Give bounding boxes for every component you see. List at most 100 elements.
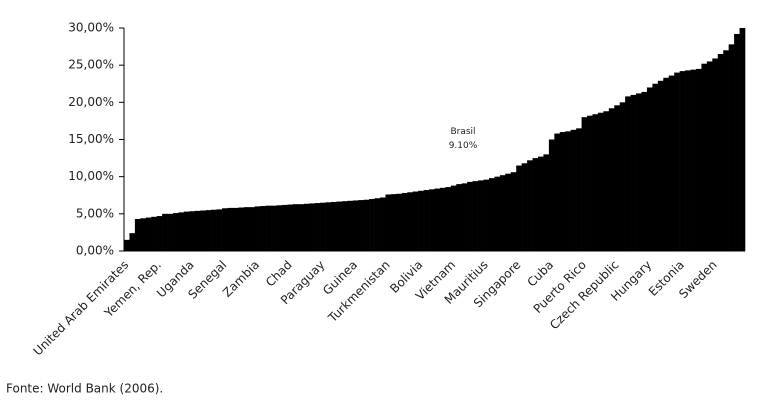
- bar: [614, 105, 621, 251]
- bar: [238, 207, 245, 251]
- bar: [592, 114, 599, 251]
- bar: [287, 204, 294, 251]
- bar: [461, 183, 468, 251]
- bar: [478, 180, 484, 251]
- bar: [211, 209, 217, 251]
- bar: [608, 108, 615, 251]
- bar: [129, 233, 136, 251]
- y-tick-label: 25,00%: [68, 58, 114, 72]
- bar: [439, 187, 446, 251]
- bar: [619, 102, 626, 251]
- bar: [281, 204, 288, 251]
- bar: [194, 210, 201, 251]
- bar: [331, 201, 337, 251]
- bar: [216, 209, 223, 251]
- bar: [167, 213, 174, 251]
- bar: [292, 204, 299, 251]
- bar: [603, 111, 610, 252]
- bar: [723, 50, 729, 251]
- bar: [456, 184, 463, 251]
- bar: [646, 87, 653, 251]
- x-tick-label: Zambia: [220, 258, 262, 300]
- bar: [581, 117, 588, 251]
- bar: [739, 28, 746, 251]
- bar: [690, 69, 697, 251]
- bar: [151, 216, 157, 251]
- y-tick-label: 10,00%: [68, 169, 114, 183]
- bar: [701, 63, 708, 252]
- bar: [663, 77, 670, 251]
- y-tick-label: 20,00%: [68, 95, 114, 109]
- bar: [728, 44, 735, 251]
- bar: [494, 176, 501, 251]
- bar: [597, 112, 604, 252]
- bar: [565, 131, 571, 251]
- bar: [570, 129, 577, 251]
- bar: [320, 202, 326, 251]
- bar: [134, 219, 141, 251]
- bar: [325, 202, 332, 251]
- bar: [532, 158, 539, 251]
- bar: [396, 193, 403, 251]
- bar: [385, 194, 392, 251]
- bar: [516, 165, 522, 251]
- bar: [668, 75, 675, 251]
- bar: [657, 80, 664, 251]
- bar: [472, 181, 479, 251]
- bar: [527, 160, 533, 251]
- bar: [488, 178, 495, 251]
- bar: [652, 83, 659, 251]
- bar: [412, 191, 419, 251]
- bar: [734, 33, 740, 251]
- bar: [712, 58, 719, 251]
- bar: [717, 54, 724, 252]
- bar: [232, 207, 239, 251]
- bar: [510, 172, 517, 251]
- bar: [162, 213, 168, 251]
- bar: [636, 93, 642, 251]
- bar: [674, 72, 680, 251]
- source: Fonte: World Bank (2006).: [6, 382, 163, 396]
- bar: [538, 156, 544, 251]
- bar: [445, 187, 452, 251]
- bar: [434, 188, 441, 251]
- bar: [341, 201, 348, 251]
- bar: [380, 197, 386, 251]
- bar: [124, 239, 130, 251]
- bar: [374, 198, 381, 251]
- bar: [685, 70, 691, 252]
- bar: [625, 96, 631, 252]
- bar: [145, 217, 152, 251]
- bar: [271, 205, 277, 251]
- bar: [249, 207, 256, 251]
- bar: [183, 211, 190, 251]
- bar: [548, 139, 555, 251]
- bar: [222, 208, 228, 251]
- bar: [363, 199, 370, 251]
- bar: [521, 163, 528, 251]
- bar: [347, 200, 354, 251]
- bar: [390, 194, 397, 251]
- bar: [587, 115, 593, 251]
- bar: [423, 190, 430, 251]
- bar: [576, 128, 582, 251]
- bar: [205, 210, 212, 251]
- bar: [499, 175, 506, 251]
- annotation-label: Brasil: [450, 127, 475, 137]
- bar: [706, 61, 713, 252]
- bar: [450, 185, 457, 251]
- bar: [641, 91, 648, 251]
- annotation-value: 9.10%: [449, 141, 478, 151]
- bar: [336, 201, 343, 251]
- bar: [140, 218, 147, 251]
- bar: [173, 213, 179, 251]
- bar: [369, 198, 375, 251]
- bar: [483, 179, 490, 251]
- bar: [679, 71, 686, 251]
- bar: [243, 207, 250, 251]
- y-tick-label: 5,00%: [76, 206, 114, 220]
- bar: [254, 206, 261, 251]
- bar: [467, 181, 473, 251]
- bar: [189, 211, 196, 251]
